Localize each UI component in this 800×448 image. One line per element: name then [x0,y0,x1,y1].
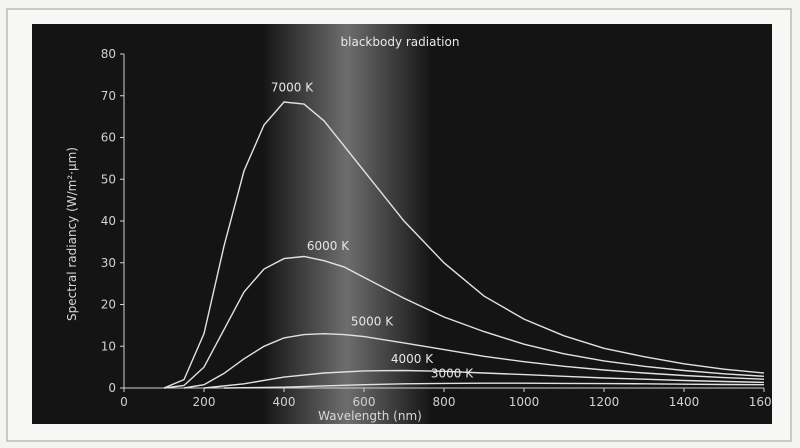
series-label: 4000 K [391,352,434,366]
x-tick-label: 0 [120,395,128,409]
x-tick-label: 1000 [509,395,540,409]
series-line [223,382,765,389]
series-label: 6000 K [307,239,350,253]
y-tick-label: 50 [101,172,116,186]
visible-spectrum-band [262,24,432,424]
y-tick-label: 40 [101,214,116,228]
series-line [163,101,765,389]
series-label: 3000 K [431,367,474,381]
y-tick-label: 20 [101,298,116,312]
series-line [183,332,765,389]
y-tick-label: 0 [108,381,116,395]
series-line [203,369,765,389]
y-tick-label: 30 [101,256,116,270]
x-tick-label: 600 [353,395,376,409]
series-label: 5000 K [351,314,394,328]
y-tick-label: 80 [101,47,116,61]
x-tick-label: 200 [193,395,216,409]
series-line [163,255,765,389]
series-label: 7000 K [271,81,314,95]
y-tick-label: 10 [101,339,116,353]
x-tick-label: 400 [273,395,296,409]
y-tick-label: 60 [101,131,116,145]
x-axis-label: Wavelength (nm) [318,409,422,423]
y-axis-label: Spectral radiancy (W/m²·μm) [65,147,79,321]
chart-title: blackbody radiation [341,35,460,49]
x-tick-label: 1200 [589,395,620,409]
y-tick-label: 70 [101,89,116,103]
x-tick-label: 800 [433,395,456,409]
x-tick-label: 1400 [669,395,700,409]
